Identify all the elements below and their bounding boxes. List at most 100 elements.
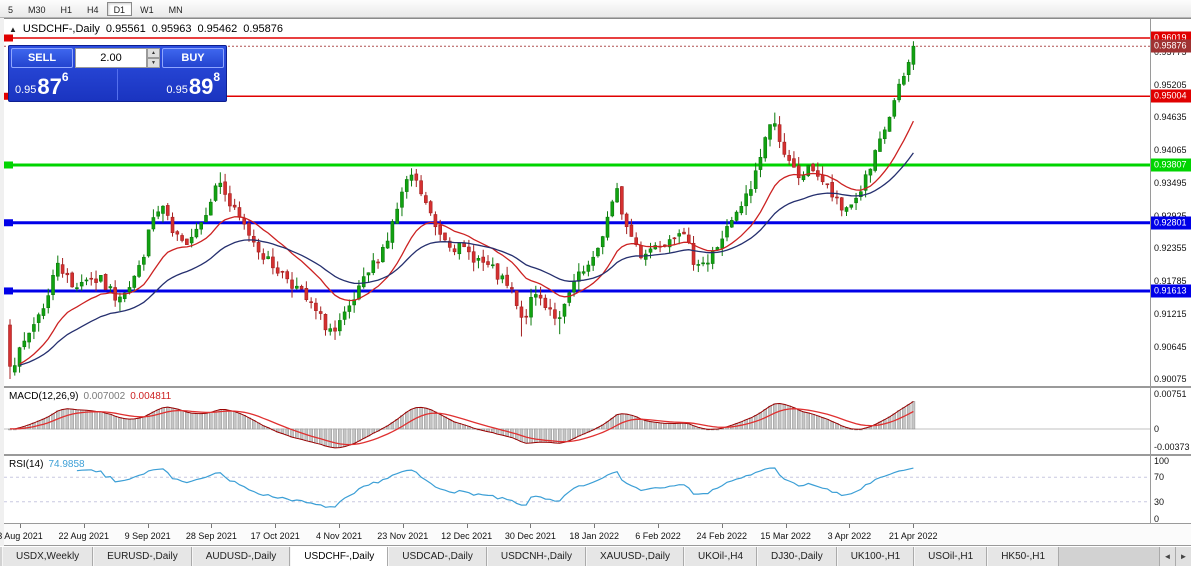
timeframe-button-H4[interactable]: H4	[87, 4, 99, 15]
date-label-13: 3 Apr 2022	[827, 531, 872, 541]
price-tick-0.95205: 0.95205	[1154, 79, 1187, 90]
date-label-11: 24 Feb 2022	[696, 531, 748, 541]
rsi-indicator-name: RSI(14)	[9, 459, 44, 470]
date-tick	[211, 524, 213, 528]
ohlc-open: 0.95561	[105, 23, 146, 35]
lot-size-control: 2.00 ▲ ▼	[75, 48, 160, 68]
tab-usoil-h1[interactable]: USOil-,H1	[914, 547, 988, 566]
rsi-canvas[interactable]	[4, 456, 1150, 523]
macd-axis: 0.00751 0 -0.00373	[1150, 388, 1191, 454]
ohlc-low: 0.95462	[197, 23, 238, 35]
price-tick-0.94065: 0.94065	[1154, 145, 1187, 156]
rsi-tick-70: 70	[1154, 472, 1165, 483]
macd-main-value: 0.007002	[83, 391, 126, 402]
date-tick	[466, 524, 468, 528]
one-click-trade-panel: SELL 2.00 ▲ ▼ BUY 0.95 87 6	[8, 45, 227, 102]
price-tick-0.91215: 0.91215	[1154, 308, 1187, 319]
date-label-10: 6 Feb 2022	[635, 531, 681, 541]
date-label-14: 21 Apr 2022	[888, 531, 938, 541]
date-tick	[913, 524, 915, 528]
tab-usdx-weekly[interactable]: USDX,Weekly	[2, 547, 94, 566]
tab-scroll-left-icon[interactable]: ◄	[1159, 547, 1175, 566]
macd-pane[interactable]: 0.00751 0 -0.00373 MACD(12,26,9) 0.007002 …	[4, 388, 1191, 456]
chart-title-symbol: USDCHF-,Daily	[22, 23, 100, 35]
price-axis[interactable]: 0.957750.952050.946350.940650.934950.929…	[1150, 19, 1191, 386]
rsi-value: 74.9858	[48, 459, 85, 470]
buy-button[interactable]: BUY	[162, 48, 224, 68]
macd-indicator-name: MACD(12,26,9)	[9, 391, 79, 402]
date-tick	[275, 524, 277, 528]
date-label-7: 12 Dec 2021	[441, 531, 493, 541]
chart-title: ▲ USDCHF-,Daily 0.95561 0.95963 0.95462 …	[9, 23, 283, 35]
macd-signal-value: 0.004811	[130, 391, 172, 402]
lot-increase-button[interactable]: ▲	[147, 48, 160, 58]
ask-price-sup: 8	[213, 70, 220, 84]
rsi-tick-30: 30	[1154, 496, 1165, 507]
tab-eurusd-daily[interactable]: EURUSD-,Daily	[93, 547, 192, 566]
date-label-5: 4 Nov 2021	[315, 531, 363, 541]
ohlc-high: 0.95963	[151, 23, 192, 35]
date-label-1: 22 Aug 2021	[58, 531, 110, 541]
timeframe-toolbar: 5 M30 H1 H4 D1 W1 MN	[0, 0, 1191, 18]
tab-usdcad-daily[interactable]: USDCAD-,Daily	[388, 547, 487, 566]
timeframe-button-5[interactable]: 5	[8, 4, 14, 15]
rsi-label: RSI(14) 74.9858	[9, 459, 85, 470]
tab-scroll-right-icon[interactable]: ►	[1175, 547, 1191, 566]
chart-tabs: USDX,Weekly EURUSD-,Daily AUDUSD-,Daily USD…	[2, 547, 1060, 566]
price-tick-0.90645: 0.90645	[1154, 341, 1187, 352]
date-tick	[721, 524, 723, 528]
timeframe-button-W1[interactable]: W1	[140, 4, 154, 15]
timeframe-button-MN[interactable]: MN	[168, 4, 183, 15]
macd-tick-0: 0	[1154, 423, 1160, 434]
tab-hk50-h1[interactable]: HK50-,H1	[987, 547, 1060, 566]
date-tick	[402, 524, 404, 528]
date-tick	[594, 524, 596, 528]
macd-label: MACD(12,26,9) 0.007002 0.004811	[9, 391, 171, 402]
timeframe-button-D1[interactable]: D1	[106, 1, 133, 16]
price-tick-0.94635: 0.94635	[1154, 112, 1187, 123]
ask-price: 0.95 89 8	[118, 69, 224, 100]
lot-size-input[interactable]: 2.00	[75, 48, 147, 68]
date-tick	[83, 524, 85, 528]
price-tick-0.91785: 0.91785	[1154, 276, 1187, 287]
tab-dj30-daily[interactable]: DJ30-,Daily	[757, 547, 837, 566]
timeframe-button-M30[interactable]: M30	[28, 4, 46, 15]
rsi-tick-100: 100	[1154, 456, 1170, 466]
date-tick	[20, 524, 21, 528]
date-label-4: 17 Oct 2021	[250, 531, 300, 541]
timeframe-button-H1[interactable]: H1	[60, 4, 73, 15]
date-label-3: 28 Sep 2021	[185, 531, 237, 541]
tab-audusd-daily[interactable]: AUDUSD-,Daily	[191, 547, 291, 566]
tab-ukoil-h4[interactable]: UKOil-,H4	[684, 547, 758, 566]
date-tick	[530, 524, 532, 528]
tab-scroll-arrows: ◄ ►	[1159, 547, 1191, 566]
tab-usdchf-daily[interactable]: USDCHF-,Daily	[290, 547, 389, 566]
current-price-label: 0.95876	[1151, 39, 1191, 53]
date-axis[interactable]: 3 Aug 2021 22 Aug 2021 9 Sep 2021 28 Sep 20…	[0, 524, 1191, 546]
bid-price-big: 87	[37, 74, 62, 99]
lot-decrease-button[interactable]: ▼	[147, 58, 160, 68]
tab-xauusd-daily[interactable]: XAUUSD-,Daily	[585, 547, 684, 566]
bid-price-prefix: 0.95	[15, 84, 37, 96]
sell-button[interactable]: SELL	[11, 48, 73, 68]
macd-canvas[interactable]	[4, 388, 1150, 454]
main-chart-pane[interactable]: 0.957750.952050.946350.940650.934950.929…	[4, 18, 1191, 388]
one-click-collapse-icon[interactable]: ▲	[9, 24, 17, 34]
ask-price-big: 89	[188, 74, 214, 99]
price-label-0.95004: 0.95004	[1151, 89, 1191, 103]
date-label-12: 15 Mar 2022	[760, 531, 811, 541]
date-label-9: 18 Jan 2022	[569, 531, 619, 541]
date-label-6: 23 Nov 2021	[377, 531, 429, 541]
bid-price: 0.95 87 6	[11, 69, 118, 100]
tab-uk100-h1[interactable]: UK100-,H1	[836, 547, 915, 566]
date-label-0: 3 Aug 2021	[0, 531, 43, 541]
tab-usdcnh-daily[interactable]: USDCNH-,Daily	[486, 547, 586, 566]
main-chart-canvas[interactable]	[4, 19, 1150, 387]
ask-price-prefix: 0.95	[166, 84, 188, 96]
date-label-8: 30 Dec 2021	[504, 531, 556, 541]
date-label-2: 9 Sep 2021	[124, 531, 171, 541]
ohlc-close: 0.95876	[243, 23, 283, 35]
chart-tabbar: USDX,Weekly EURUSD-,Daily AUDUSD-,Daily USD…	[0, 546, 1191, 566]
rsi-pane[interactable]: 100 70 30 0 RSI(14) 74.9858	[4, 456, 1191, 524]
